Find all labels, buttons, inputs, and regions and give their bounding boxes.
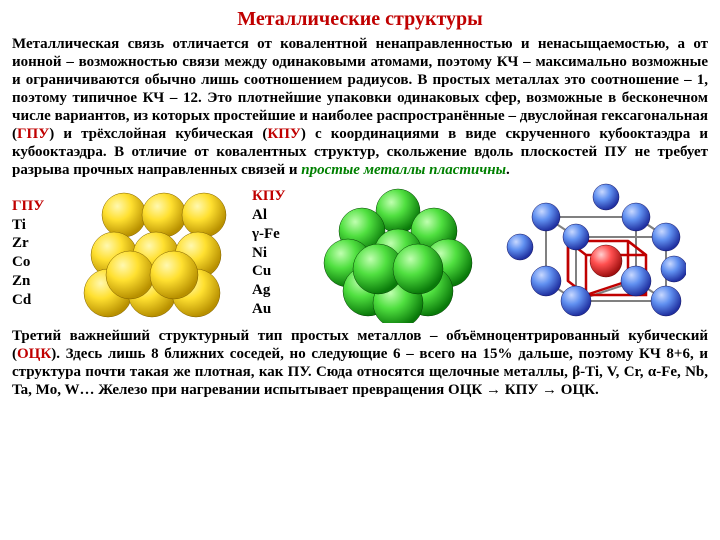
gpu-list: ГПУ TiZrCoZnCd [12,197,56,310]
structures-row: ГПУ TiZrCoZnCd КПУ Alγ-FeNiCuAgAu [12,183,708,323]
bcc-model [496,183,686,323]
kpu-list: КПУ Alγ-FeNiCuAgAu [252,187,300,318]
page-title: Металлические структуры [12,8,708,31]
gpu-model [64,183,244,323]
bcc-paragraph: Третий важнейший структурный тип простых… [12,327,708,399]
kpu-model [308,183,488,323]
intro-paragraph: Металлическая связь отличается от ковале… [12,35,708,179]
